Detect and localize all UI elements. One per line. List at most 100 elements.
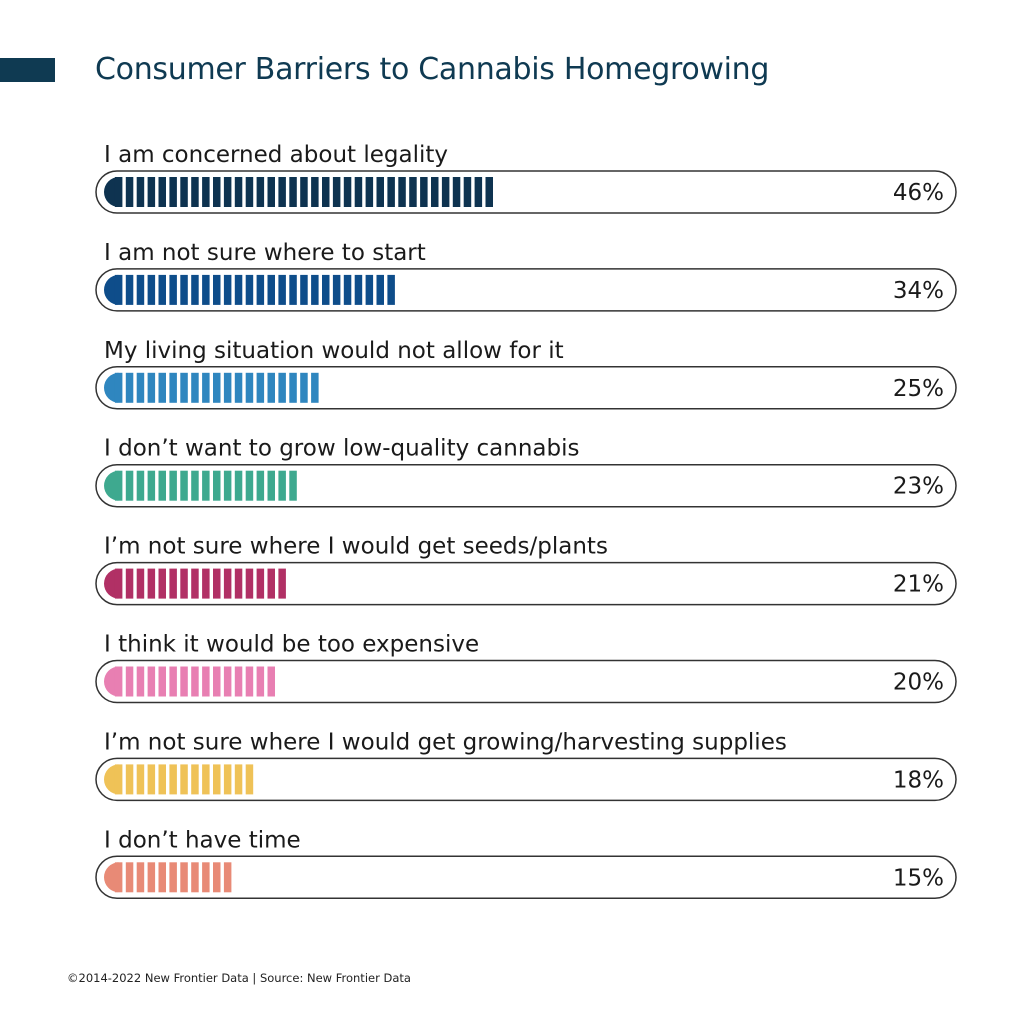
bar-segment: [147, 177, 156, 207]
bar-segment: [125, 470, 134, 501]
bar-segment: [213, 862, 221, 893]
bar-segment: [169, 470, 177, 501]
bar-segment: [191, 470, 199, 501]
bar-segment: [125, 862, 134, 893]
bar-segment: [180, 568, 188, 599]
category-label: I’m not sure where I would get growing/h…: [104, 729, 787, 755]
bar-segment: [365, 274, 374, 305]
bar-segment: [136, 568, 145, 599]
category-label: I’m not sure where I would get seeds/pla…: [104, 534, 608, 560]
value-label: 20%: [893, 670, 944, 696]
bar-segment: [191, 274, 199, 305]
bar-segment: [191, 666, 199, 697]
bar-segment: [158, 764, 166, 795]
bar-segment: [278, 372, 286, 403]
bar-segment: [376, 274, 384, 305]
bar-segment: [202, 177, 210, 207]
bar-segment: [267, 177, 275, 207]
bar-segment: [213, 470, 221, 501]
bar-segment: [223, 764, 232, 795]
bar-segment: [245, 666, 254, 697]
bar-segment: [267, 666, 275, 697]
bar-segment: [245, 274, 254, 305]
bar-segment: [376, 177, 384, 207]
bar-segment: [158, 568, 166, 599]
bar-segment: [125, 177, 134, 207]
bar-segment: [234, 666, 243, 697]
bar-segment: [180, 666, 188, 697]
category-label: I don’t have time: [104, 827, 301, 853]
bar-segment: [289, 274, 297, 305]
bar-segment: [256, 177, 265, 207]
bar-segment: [191, 764, 199, 795]
bar-segment: [202, 568, 210, 599]
bar-segment: [125, 666, 134, 697]
bar-segment: [158, 372, 166, 403]
bar-segment: [213, 764, 221, 795]
bar-track: [95, 170, 957, 214]
bar-segment: [474, 177, 483, 207]
bar: [104, 764, 254, 795]
bar-segment: [114, 764, 123, 795]
bar-segment: [169, 568, 177, 599]
title-accent-bar: [0, 58, 55, 82]
bar-segment: [114, 568, 123, 599]
bar-segment: [234, 470, 243, 501]
bar-track: [95, 757, 957, 802]
bar-segment: [300, 274, 308, 305]
bar-segment: [147, 862, 156, 893]
bar-segment: [234, 764, 243, 795]
bar-segment: [213, 274, 221, 305]
bar-segment: [278, 274, 286, 305]
bar-segment: [441, 177, 450, 207]
bar-segment: [180, 470, 188, 501]
bar-segment: [387, 177, 395, 207]
bar-segment: [485, 177, 493, 207]
category-label: My living situation would not allow for …: [104, 338, 564, 364]
bar-segment: [125, 372, 134, 403]
bar-segment: [114, 862, 123, 893]
bar-segment: [180, 372, 188, 403]
bar-segment: [223, 372, 232, 403]
bar-segment: [387, 274, 395, 305]
bar-segment: [213, 372, 221, 403]
bar-segment: [191, 568, 199, 599]
bar-segment: [300, 177, 308, 207]
bar: [104, 177, 493, 207]
bar-segment: [158, 666, 166, 697]
bar-segment: [125, 568, 134, 599]
bar-track: [95, 659, 957, 704]
category-label: I am not sure where to start: [104, 240, 426, 266]
bar-segment: [431, 177, 439, 207]
bar-segment: [278, 177, 286, 207]
bar-segment: [136, 177, 145, 207]
bar-segment: [147, 470, 156, 501]
bar-segment: [256, 666, 265, 697]
bar-segment: [114, 274, 123, 305]
value-label: 23%: [893, 474, 944, 500]
bar-segment: [289, 372, 297, 403]
bar-segment: [191, 372, 199, 403]
bar-segment: [245, 470, 254, 501]
bar-segment: [136, 666, 145, 697]
bar-segment: [114, 470, 123, 501]
bar-segment: [202, 764, 210, 795]
bar-segment: [332, 177, 341, 207]
bar-segment: [234, 372, 243, 403]
value-label: 21%: [893, 572, 944, 598]
bar-segment: [256, 470, 265, 501]
bar-segment: [267, 568, 275, 599]
bar-segment: [365, 177, 374, 207]
bar-segment: [311, 177, 319, 207]
bar-segment: [311, 274, 319, 305]
bar-segment: [147, 666, 156, 697]
bar-track: [95, 366, 957, 410]
bar-track: [95, 463, 957, 508]
bar-segment: [354, 274, 363, 305]
bar-track: [95, 268, 957, 312]
bar-segment: [125, 764, 134, 795]
bar-segment: [191, 862, 199, 893]
bar-segment: [223, 568, 232, 599]
bar-segment: [202, 372, 210, 403]
bar-segment: [213, 177, 221, 207]
